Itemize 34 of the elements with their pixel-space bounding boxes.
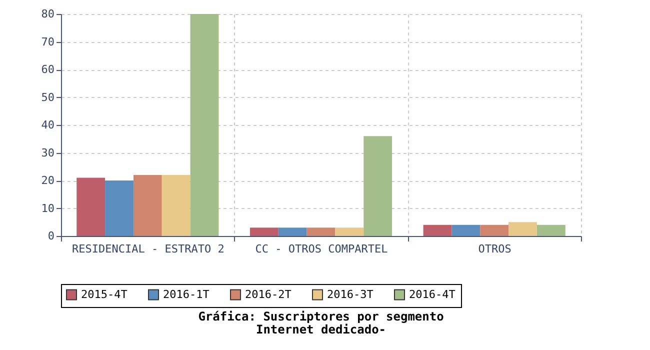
bar bbox=[306, 228, 336, 236]
y-tick-label: 0 bbox=[48, 230, 54, 242]
legend-label: 2015-4T bbox=[81, 288, 128, 301]
x-tick-label: OTROS bbox=[478, 242, 512, 256]
legend-label: 2016-2T bbox=[245, 288, 292, 301]
y-tick-label: 10 bbox=[41, 202, 54, 215]
text: Internet dedicado- bbox=[256, 322, 386, 336]
bar bbox=[423, 224, 452, 236]
text: Gráfica: Suscriptores por segmento bbox=[198, 310, 444, 324]
legend-label: 2016-1T bbox=[163, 288, 210, 301]
bar bbox=[105, 180, 134, 236]
bar bbox=[536, 224, 566, 236]
bar bbox=[76, 178, 106, 236]
bar bbox=[480, 224, 509, 236]
x-tick-label: CC - OTROS COMPARTEL bbox=[255, 242, 388, 256]
legend-label: 2016-4T bbox=[409, 288, 456, 301]
y-tick-label: 70 bbox=[41, 35, 54, 48]
bar bbox=[364, 136, 392, 236]
y-tick-label: 60 bbox=[41, 63, 54, 76]
bar bbox=[335, 228, 364, 236]
bar bbox=[162, 174, 190, 236]
bar bbox=[508, 222, 537, 236]
y-tick-label: 50 bbox=[41, 90, 54, 104]
x-tick-label: RESIDENCIAL - ESTRATO 2 bbox=[72, 242, 224, 256]
bar bbox=[250, 228, 278, 236]
bar bbox=[190, 14, 219, 236]
y-tick-label: 40 bbox=[41, 118, 54, 132]
y-tick-label: 30 bbox=[41, 146, 54, 160]
y-tick-label: 80 bbox=[41, 8, 54, 20]
bar bbox=[278, 228, 307, 236]
bar bbox=[452, 224, 480, 236]
legend-label: 2016-3T bbox=[327, 288, 374, 301]
bar bbox=[133, 174, 162, 236]
y-tick-label: 20 bbox=[41, 174, 54, 187]
